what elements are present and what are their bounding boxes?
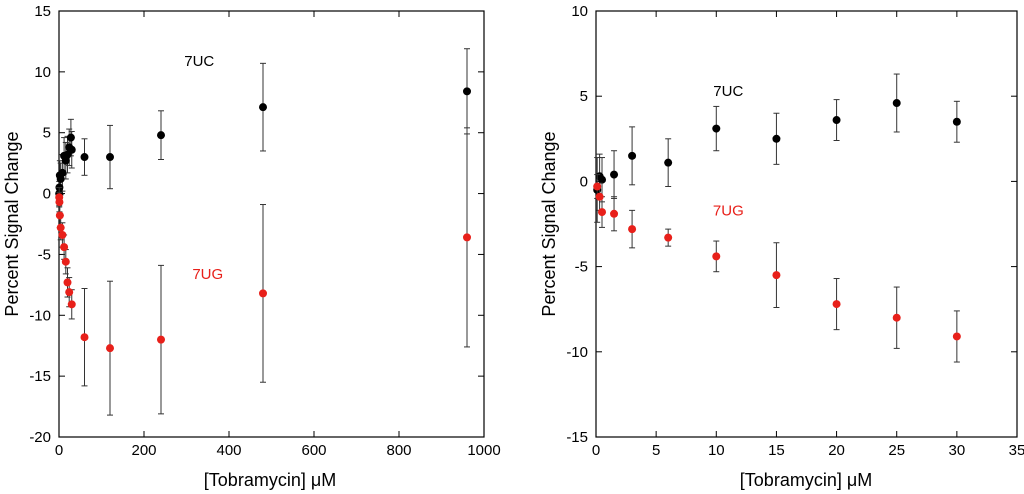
data-point-7ug (832, 300, 841, 309)
data-point-7ug (106, 344, 114, 353)
data-point-7ug (65, 288, 74, 297)
data-point-7ug (58, 230, 67, 239)
data-point-7uc (772, 134, 781, 143)
data-point-7ug (712, 252, 721, 261)
data-point-7ug (610, 209, 619, 218)
y-tick-label: 5 (43, 125, 51, 142)
y-tick-label: -20 (29, 429, 51, 446)
data-point-7ug (664, 233, 673, 242)
data-point-7ug (952, 332, 961, 341)
x-tick-label: 800 (386, 442, 411, 459)
y-tick-label: 0 (580, 173, 588, 190)
data-point-7uc (157, 131, 165, 140)
data-point-7ug (772, 271, 781, 280)
data-point-7ug (595, 192, 604, 201)
data-point-7ug (67, 300, 76, 309)
data-point-7uc (892, 99, 901, 108)
data-point-7uc (61, 156, 70, 165)
data-point-7uc (58, 168, 67, 177)
data-point-7uc (832, 116, 841, 125)
x-tick-label: 25 (888, 442, 905, 459)
y-axis-title: Percent Signal Change (539, 131, 559, 316)
data-point-7uc (664, 158, 673, 167)
annotation-7ug: 7UG (192, 266, 223, 283)
data-point-7ug (55, 198, 64, 207)
y-tick-label: -10 (566, 344, 588, 361)
data-point-7uc (259, 103, 267, 112)
data-point-7ug (61, 257, 70, 266)
data-point-7ug (157, 335, 165, 344)
data-point-7uc (56, 174, 65, 183)
x-tick-label: 35 (1009, 442, 1024, 459)
plot-frame (595, 10, 1018, 438)
data-point-7ug (259, 289, 267, 298)
data-point-7uc (628, 151, 637, 160)
y-tick-label: -15 (29, 368, 51, 385)
y-tick-label: 15 (34, 3, 51, 20)
x-axis-title: [Tobramycin] μM (740, 470, 872, 490)
x-tick-label: 10 (708, 442, 725, 459)
left-plot: 0 200 400 600 800 1000 -20 -15 -10 -5 0 5 10 15 [Tobra… (2, 3, 501, 490)
x-tick-label: 20 (828, 442, 845, 459)
data-point-7uc (952, 117, 961, 126)
data-point-7ug (463, 233, 471, 242)
x-tick-label: 5 (652, 442, 660, 459)
data-point-7ug (60, 243, 69, 252)
data-point-7uc (66, 133, 75, 142)
x-tick-label: 400 (216, 442, 241, 459)
x-tick-label: 30 (949, 442, 966, 459)
data-point-7uc (106, 153, 114, 162)
y-axis-title: Percent Signal Change (2, 131, 22, 316)
annotation-7ug: 7UG (713, 202, 744, 219)
data-point-7uc (67, 145, 76, 154)
x-axis-title: [Tobramycin] μM (204, 470, 336, 490)
plot-frame (58, 10, 485, 438)
data-point-7uc (598, 175, 607, 184)
data-point-7ug (80, 333, 89, 342)
data-point-7uc (712, 124, 721, 133)
data-point-7ug (892, 313, 901, 322)
x-tick-label: 15 (768, 442, 785, 459)
data-point-7uc (610, 170, 619, 179)
y-tick-label: -5 (38, 246, 51, 263)
x-tick-label: 200 (131, 442, 156, 459)
y-tick-label: 0 (43, 186, 51, 203)
x-tick-label: 600 (301, 442, 326, 459)
data-point-7uc (80, 153, 89, 162)
data-point-7ug (55, 211, 64, 220)
annotation-7uc: 7UC (713, 83, 743, 100)
y-tick-label: 10 (34, 64, 51, 81)
y-tick-label: 5 (580, 88, 588, 105)
x-tick-label: 0 (592, 442, 600, 459)
data-point-7ug (593, 182, 602, 191)
data-point-7ug (56, 223, 65, 232)
y-tick-label: -5 (575, 259, 588, 276)
y-tick-label: -10 (29, 307, 51, 324)
x-tick-label: 1000 (467, 442, 500, 459)
right-plot: 0 5 10 15 20 25 30 35 -15 -10 -5 0 5 10 [Tobramycin] μ… (539, 3, 1024, 490)
y-tick-label: 10 (571, 3, 588, 20)
annotation-7uc: 7UC (184, 53, 214, 70)
data-point-7uc (463, 87, 471, 96)
data-point-7ug (598, 208, 607, 217)
x-tick-label: 0 (55, 442, 63, 459)
y-tick-label: -15 (566, 429, 588, 446)
data-point-7ug (628, 225, 637, 234)
data-point-7ug (63, 278, 72, 287)
